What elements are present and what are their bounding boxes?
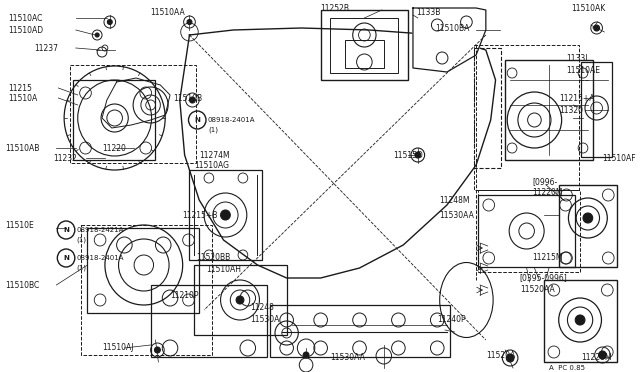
- Text: 11510AF: 11510AF: [602, 154, 636, 163]
- Bar: [70, 65, 196, 163]
- Circle shape: [108, 19, 112, 25]
- Text: 11220: 11220: [102, 144, 126, 153]
- Bar: [474, 45, 579, 190]
- Text: 11510AG: 11510AG: [195, 160, 229, 170]
- Text: 11240P: 11240P: [437, 315, 466, 324]
- Bar: [73, 80, 156, 160]
- Circle shape: [583, 213, 593, 223]
- Text: 11530AA: 11530AA: [439, 211, 474, 219]
- Text: 11510A: 11510A: [8, 93, 37, 103]
- Bar: [330, 18, 398, 73]
- Text: N: N: [195, 117, 200, 123]
- Text: 11530AA: 11530AA: [330, 353, 365, 362]
- Bar: [150, 285, 268, 357]
- Text: 11515D: 11515D: [394, 151, 424, 160]
- Text: [0395-0996]: [0395-0996]: [520, 273, 568, 282]
- Text: (1): (1): [208, 127, 218, 133]
- Text: 11210P: 11210P: [170, 291, 198, 299]
- Bar: [321, 10, 408, 80]
- Text: 11252B: 11252B: [321, 3, 349, 13]
- Circle shape: [594, 25, 600, 31]
- Bar: [345, 40, 384, 68]
- Bar: [478, 190, 580, 272]
- Text: 11510BC: 11510BC: [5, 280, 39, 289]
- Bar: [195, 265, 287, 335]
- Text: 11510AC: 11510AC: [8, 13, 42, 22]
- Bar: [478, 195, 575, 267]
- Text: 11510AJ: 11510AJ: [102, 343, 134, 353]
- Text: 11510AD: 11510AD: [8, 26, 43, 35]
- Text: 11510E: 11510E: [5, 221, 34, 230]
- Text: N: N: [63, 227, 69, 233]
- Text: 11520AA: 11520AA: [520, 285, 555, 295]
- Bar: [81, 225, 212, 355]
- Text: 11248M: 11248M: [439, 196, 470, 205]
- Bar: [88, 228, 199, 313]
- Text: 11274M: 11274M: [199, 151, 230, 160]
- Text: 11215: 11215: [8, 83, 31, 93]
- Circle shape: [95, 33, 99, 37]
- Text: 11215+B: 11215+B: [182, 211, 218, 219]
- Text: 11520A: 11520A: [486, 350, 515, 359]
- Text: 1133L: 1133L: [566, 54, 590, 62]
- Text: (1): (1): [77, 265, 87, 271]
- Bar: [505, 60, 593, 160]
- Polygon shape: [102, 78, 170, 128]
- Text: 11510BA: 11510BA: [435, 23, 470, 32]
- Circle shape: [189, 97, 195, 103]
- Bar: [474, 48, 501, 168]
- Polygon shape: [413, 8, 486, 72]
- Bar: [559, 185, 617, 267]
- Text: 11510AK: 11510AK: [572, 3, 605, 13]
- Text: 11510AB: 11510AB: [5, 144, 39, 153]
- Bar: [544, 280, 617, 362]
- Bar: [189, 170, 262, 260]
- Circle shape: [236, 296, 244, 304]
- Text: 08918-2401A: 08918-2401A: [77, 255, 124, 261]
- Text: 11530A: 11530A: [251, 315, 280, 324]
- Text: (1): (1): [77, 237, 87, 243]
- Circle shape: [221, 210, 230, 220]
- Text: 11215M: 11215M: [532, 253, 563, 263]
- Circle shape: [575, 315, 585, 325]
- Text: [0996-: [0996-: [532, 177, 557, 186]
- Text: 11220M: 11220M: [532, 187, 563, 196]
- Bar: [581, 62, 612, 157]
- Text: 11237: 11237: [34, 44, 58, 52]
- Circle shape: [415, 152, 420, 158]
- Text: 11510BB: 11510BB: [196, 253, 230, 263]
- Text: 11510AH: 11510AH: [206, 266, 241, 275]
- Circle shape: [506, 354, 514, 362]
- Circle shape: [303, 352, 309, 358]
- Text: 11510B: 11510B: [173, 93, 202, 103]
- Text: 11220M: 11220M: [581, 353, 612, 362]
- Circle shape: [154, 347, 161, 353]
- Text: 08918-2401A: 08918-2401A: [208, 117, 255, 123]
- Text: 11320: 11320: [559, 106, 582, 115]
- Text: 11232: 11232: [54, 154, 77, 163]
- Text: 11248: 11248: [251, 304, 275, 312]
- Circle shape: [187, 19, 192, 25]
- Text: 11510AA: 11510AA: [150, 7, 186, 16]
- Bar: [270, 305, 450, 357]
- Circle shape: [598, 351, 606, 359]
- Text: 08918-2421A: 08918-2421A: [77, 227, 124, 233]
- Text: A  PC 0.85: A PC 0.85: [549, 365, 585, 371]
- Text: N: N: [63, 255, 69, 261]
- Text: 11510AE: 11510AE: [566, 65, 600, 74]
- Text: 11215+A: 11215+A: [559, 93, 594, 103]
- Text: 1133B: 1133B: [416, 7, 440, 16]
